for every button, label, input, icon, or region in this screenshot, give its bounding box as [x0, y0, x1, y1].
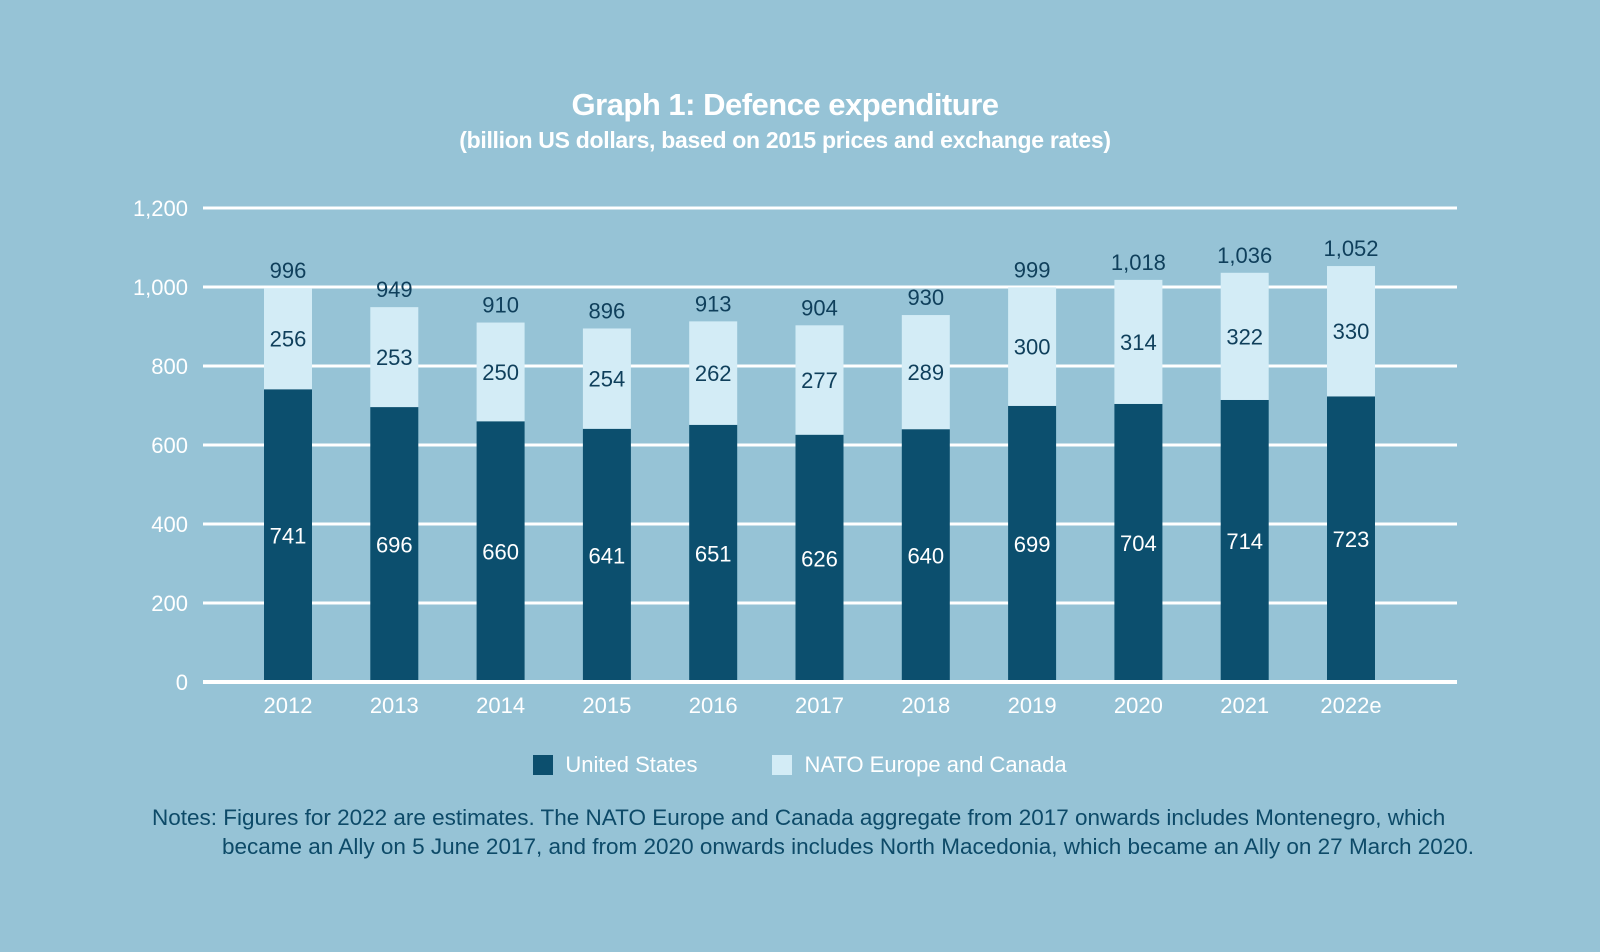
x-axis-label-2012: 2012 [264, 693, 313, 718]
bar-us-2012 [264, 389, 312, 682]
label-total-2017: 904 [801, 295, 838, 320]
bar-us-2018 [901, 429, 950, 682]
label-us-2013: 696 [376, 533, 413, 558]
x-axis-label-2022e: 2022e [1320, 693, 1381, 718]
label-nato-europe-canada-2018: 289 [907, 360, 944, 385]
label-total-2018: 930 [907, 285, 944, 310]
label-us-2019: 699 [1014, 532, 1051, 557]
label-nato-europe-canada-2016: 262 [695, 361, 732, 386]
bar-nato-europe-canada-2021 [1220, 272, 1269, 400]
notes-prefix: Notes: [152, 805, 218, 830]
label-us-2020: 704 [1120, 531, 1157, 556]
nato-europe-canada-swatch-icon [772, 755, 793, 775]
label-us-2012: 741 [270, 524, 307, 549]
x-axis-label-2017: 2017 [795, 693, 844, 718]
y-axis-label-0: 0 [176, 670, 188, 695]
label-total-2020: 1,018 [1111, 250, 1166, 275]
x-axis-label-2020: 2020 [1114, 693, 1163, 718]
label-total-2016: 913 [695, 291, 732, 316]
bar-nato-europe-canada-2022e [1327, 266, 1375, 397]
y-axis-label-200: 200 [151, 591, 188, 616]
chart-legend: United States NATO Europe and Canada [0, 752, 1600, 778]
x-axis-label-2021: 2021 [1220, 693, 1269, 718]
bar-nato-europe-canada-2020 [1114, 279, 1163, 404]
y-axis-label-1,200: 1,200 [133, 196, 188, 221]
label-us-2021: 714 [1226, 529, 1263, 554]
x-axis-label-2019: 2019 [1008, 693, 1057, 718]
label-nato-europe-canada-2020: 314 [1120, 330, 1157, 355]
label-nato-europe-canada-2015: 254 [589, 367, 626, 392]
bar-us-2016 [689, 424, 738, 682]
bar-nato-europe-canada-2016 [689, 321, 738, 425]
bar-us-2015 [582, 428, 631, 682]
y-axis-label-600: 600 [151, 433, 188, 458]
legend-item-nato-europe-canada: NATO Europe and Canada [772, 752, 1067, 778]
bar-us-2021 [1220, 399, 1269, 682]
label-nato-europe-canada-2021: 322 [1226, 324, 1263, 349]
label-total-2019: 999 [1014, 257, 1051, 282]
y-axis-label-1,000: 1,000 [133, 275, 188, 300]
legend-item-united-states: United States [533, 752, 697, 778]
legend-label-nato-europe-canada: NATO Europe and Canada [804, 752, 1067, 777]
bar-nato-europe-canada-2014 [476, 322, 525, 422]
x-axis-label-2018: 2018 [901, 693, 950, 718]
bar-us-2019 [1008, 405, 1057, 682]
bar-us-2013 [370, 407, 419, 682]
x-axis-label-2015: 2015 [582, 693, 631, 718]
bar-nato-europe-canada-2017 [795, 325, 844, 435]
label-nato-europe-canada-2013: 253 [376, 345, 413, 370]
chart-subtitle: (billion US dollars, based on 2015 price… [459, 127, 1111, 153]
y-axis-label-800: 800 [151, 354, 188, 379]
united-states-swatch-icon [533, 755, 554, 775]
label-total-2021: 1,036 [1217, 243, 1272, 268]
label-nato-europe-canada-2019: 300 [1014, 335, 1051, 360]
label-nato-europe-canada-2017: 277 [801, 368, 838, 393]
bar-us-2022e [1327, 396, 1375, 682]
notes-text: Figures for 2022 are estimates. The NATO… [222, 805, 1475, 859]
label-total-2015: 896 [589, 298, 626, 323]
label-us-2018: 640 [907, 544, 944, 569]
label-total-2012: 996 [270, 258, 307, 283]
label-us-2016: 651 [695, 541, 732, 566]
chart-title: Graph 1: Defence expenditure [571, 87, 999, 122]
label-nato-europe-canada-2012: 256 [270, 327, 307, 352]
chart-notes: Notes: Figures for 2022 are estimates. T… [152, 804, 1492, 861]
label-total-2014: 910 [482, 293, 519, 318]
label-total-2013: 949 [376, 277, 413, 302]
bar-nato-europe-canada-2018 [901, 315, 950, 430]
label-total-2022e: 1,052 [1323, 236, 1378, 261]
bar-nato-europe-canada-2013 [370, 307, 419, 408]
bar-nato-europe-canada-2012 [264, 288, 312, 390]
y-axis-label-400: 400 [151, 512, 188, 537]
label-us-2015: 641 [589, 543, 626, 568]
x-axis-label-2014: 2014 [476, 693, 525, 718]
x-axis-label-2016: 2016 [689, 693, 738, 718]
bar-nato-europe-canada-2015 [582, 328, 631, 429]
label-nato-europe-canada-2022e: 330 [1333, 319, 1370, 344]
label-us-2022e: 723 [1333, 527, 1370, 552]
label-us-2017: 626 [801, 546, 838, 571]
bar-nato-europe-canada-2019 [1008, 287, 1057, 406]
label-nato-europe-canada-2014: 250 [482, 360, 519, 385]
legend-label-united-states: United States [565, 752, 698, 777]
label-us-2014: 660 [482, 540, 519, 565]
x-axis-label-2013: 2013 [370, 693, 419, 718]
bar-us-2014 [476, 421, 525, 682]
bar-us-2020 [1114, 403, 1163, 682]
bar-us-2017 [795, 434, 844, 682]
